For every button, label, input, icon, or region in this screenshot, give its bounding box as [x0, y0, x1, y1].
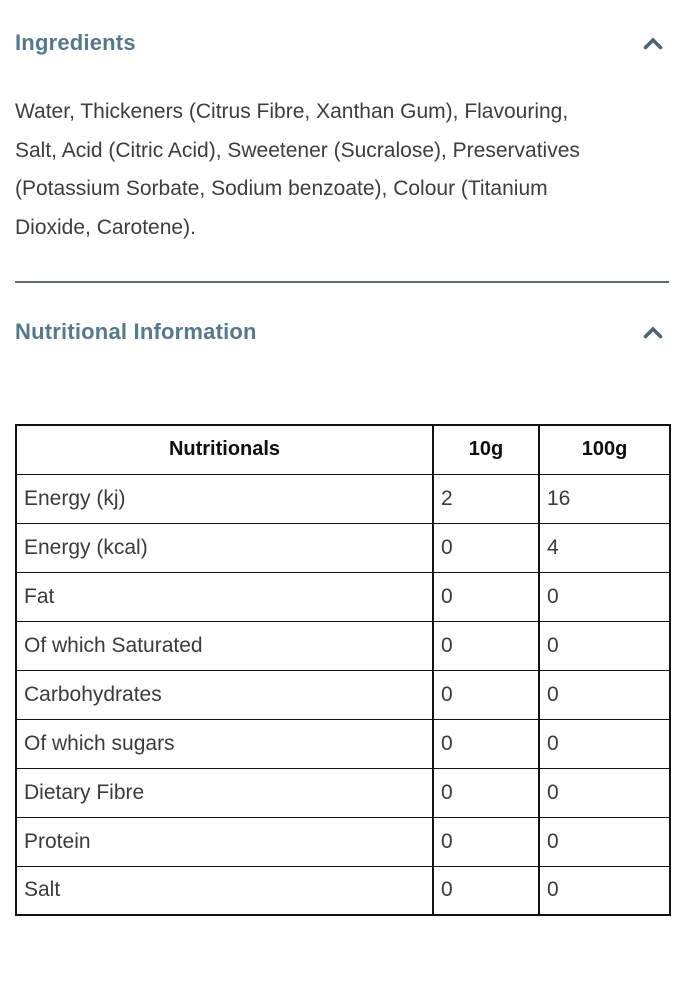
nutrient-value-100g: 0	[538, 571, 671, 622]
nutrient-value-100g: 0	[538, 718, 671, 769]
column-header-100g: 100g	[538, 424, 671, 475]
nutrient-value-10g: 0	[432, 571, 540, 622]
column-header-10g: 10g	[432, 424, 540, 475]
nutrient-value-10g: 0	[432, 865, 540, 916]
nutrient-label: Protein	[15, 816, 434, 867]
nutrient-label: Salt	[15, 865, 434, 916]
nutrient-value-10g: 0	[432, 522, 540, 573]
nutrient-value-100g: 0	[538, 620, 671, 671]
nutrient-value-10g: 0	[432, 816, 540, 867]
nutrition-section-header[interactable]: Nutritional Information	[15, 319, 669, 345]
nutrient-label: Dietary Fibre	[15, 767, 434, 818]
table-row: Dietary Fibre 0 0	[15, 767, 671, 818]
product-details-panel: Ingredients Water, Thickeners (Citrus Fi…	[0, 30, 699, 916]
chevron-up-icon[interactable]	[643, 325, 663, 339]
chevron-up-icon[interactable]	[643, 36, 663, 50]
nutrient-value-10g: 0	[432, 620, 540, 671]
nutrient-label: Of which sugars	[15, 718, 434, 769]
nutrient-value-10g: 0	[432, 718, 540, 769]
table-row: Salt 0 0	[15, 865, 671, 916]
nutrient-value-10g: 2	[432, 473, 540, 524]
nutrient-value-100g: 0	[538, 816, 671, 867]
column-header-nutritionals: Nutritionals	[15, 424, 434, 475]
nutrient-label: Carbohydrates	[15, 669, 434, 720]
table-row: Fat 0 0	[15, 571, 671, 622]
ingredients-section-header[interactable]: Ingredients	[15, 30, 669, 56]
table-row: Energy (kcal) 0 4	[15, 522, 671, 573]
ingredients-section-title: Ingredients	[15, 30, 136, 55]
section-divider	[15, 281, 669, 283]
table-row: Protein 0 0	[15, 816, 671, 867]
nutritional-table: Nutritionals 10g 100g Energy (kj) 2 16 E…	[15, 424, 671, 916]
nutrient-value-100g: 4	[538, 522, 671, 573]
table-row: Carbohydrates 0 0	[15, 669, 671, 720]
nutrient-value-100g: 16	[538, 473, 671, 524]
nutrient-value-100g: 0	[538, 767, 671, 818]
ingredients-text: Water, Thickeners (Citrus Fibre, Xanthan…	[15, 100, 580, 239]
table-header-row: Nutritionals 10g 100g	[15, 424, 671, 475]
nutrition-section-title: Nutritional Information	[15, 319, 257, 344]
nutrient-value-10g: 0	[432, 669, 540, 720]
nutrient-label: Energy (kj)	[15, 473, 434, 524]
nutrient-value-100g: 0	[538, 669, 671, 720]
nutrient-label: Of which Saturated	[15, 620, 434, 671]
table-row: Energy (kj) 2 16	[15, 473, 671, 524]
nutrient-value-100g: 0	[538, 865, 671, 916]
table-row: Of which Saturated 0 0	[15, 620, 671, 671]
nutrient-value-10g: 0	[432, 767, 540, 818]
table-row: Of which sugars 0 0	[15, 718, 671, 769]
nutrient-label: Fat	[15, 571, 434, 622]
nutrient-label: Energy (kcal)	[15, 522, 434, 573]
